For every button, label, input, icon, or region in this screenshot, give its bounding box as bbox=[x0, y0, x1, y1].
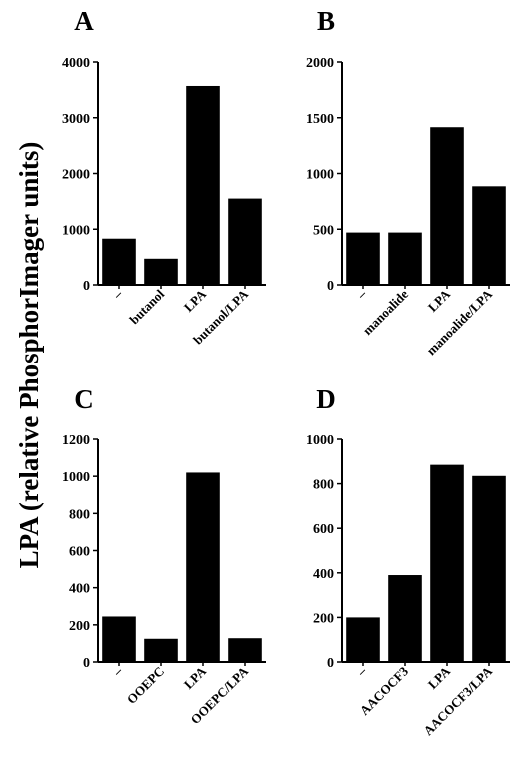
panel-b-letter: B bbox=[317, 6, 335, 36]
panel-a-bar bbox=[186, 85, 220, 285]
panel-c-bar bbox=[102, 616, 136, 662]
panel-d-ytick-label: 600 bbox=[313, 522, 334, 537]
panel-b-bar bbox=[472, 186, 506, 285]
panel-b-ytick-label: 500 bbox=[313, 223, 334, 238]
panel-c-category-label: – bbox=[109, 663, 125, 679]
panel-c-ytick-label: 1000 bbox=[62, 470, 90, 485]
panel-a-ytick-label: 3000 bbox=[62, 112, 90, 127]
panel-a-category-label: LPA bbox=[181, 286, 210, 315]
y-axis-label: LPA (relative PhosphorImager units) bbox=[14, 142, 44, 569]
panel-b-bar bbox=[388, 232, 422, 285]
panel-d-ytick-label: 200 bbox=[313, 611, 334, 626]
panel-a-category-label: – bbox=[109, 286, 125, 302]
panel-d-category-label: LPA bbox=[425, 663, 454, 692]
panel-b-ytick-label: 1500 bbox=[306, 112, 334, 127]
panel-a-ytick-label: 0 bbox=[83, 279, 90, 294]
panel-d-ytick-label: 0 bbox=[327, 656, 334, 671]
panel-b-category-label: – bbox=[353, 286, 369, 302]
panel-b-bar bbox=[430, 127, 464, 285]
panel-a-bar bbox=[102, 238, 136, 285]
panel-b-category-label: manoalide bbox=[360, 286, 412, 338]
panel-d-category-label: – bbox=[353, 663, 369, 679]
panel-b-ytick-label: 2000 bbox=[306, 56, 334, 71]
panel-d-ytick-label: 800 bbox=[313, 478, 334, 493]
panel-d-letter: D bbox=[316, 384, 336, 414]
panel-d-ytick-label: 1000 bbox=[306, 433, 334, 448]
panel-a-ytick-label: 1000 bbox=[62, 223, 90, 238]
panel-c-bar bbox=[228, 638, 262, 662]
panel-c-letter: C bbox=[74, 384, 94, 414]
panel-d-bar bbox=[388, 575, 422, 662]
panel-b-ytick-label: 1000 bbox=[306, 168, 334, 183]
panel-c-bar bbox=[186, 472, 220, 662]
panel-c-category-label: OOEPC bbox=[124, 664, 167, 707]
panel-c-ytick-label: 0 bbox=[83, 656, 90, 671]
panel-a-bar bbox=[144, 258, 178, 285]
panel-a-ytick-label: 4000 bbox=[62, 56, 90, 71]
panel-b-ytick-label: 0 bbox=[327, 279, 334, 294]
panel-d-bar bbox=[430, 464, 464, 662]
panel-c-category-label: LPA bbox=[181, 663, 210, 692]
panel-b-bar bbox=[346, 232, 380, 285]
panel-c-ytick-label: 800 bbox=[69, 507, 90, 522]
panel-c-ytick-label: 400 bbox=[69, 582, 90, 597]
panel-c-ytick-label: 200 bbox=[69, 619, 90, 634]
panel-a-bar bbox=[228, 198, 262, 285]
panel-d-ytick-label: 400 bbox=[313, 567, 334, 582]
panel-a-letter: A bbox=[74, 6, 94, 36]
panel-b-category-label: LPA bbox=[425, 286, 454, 315]
panel-c-ytick-label: 600 bbox=[69, 545, 90, 560]
panel-c-bar bbox=[144, 638, 178, 662]
panel-d-bar bbox=[472, 475, 506, 662]
panel-a-ytick-label: 2000 bbox=[62, 168, 90, 183]
panel-d-bar bbox=[346, 617, 380, 662]
panel-c-ytick-label: 1200 bbox=[62, 433, 90, 448]
panel-a-category-label: butanol bbox=[126, 286, 167, 327]
